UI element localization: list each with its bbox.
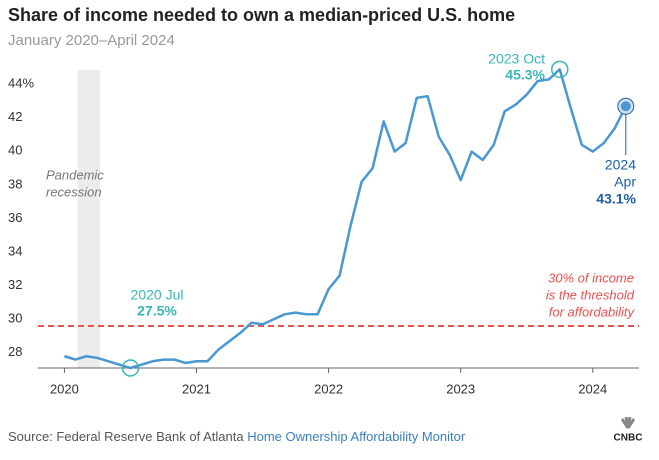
x-tick-label: 2020 [50,381,79,396]
y-tick-label: 34 [8,243,22,258]
threshold-label: for affordability [549,304,636,319]
logo-text: CNBC [614,433,643,444]
chart-subtitle: January 2020–April 2024 [8,32,175,49]
logo-icon [620,416,636,429]
y-tick-label: 38 [8,176,22,191]
y-tick-label: 44% [8,76,34,91]
source-link[interactable]: Home Ownership Affordability Monitor [247,429,466,444]
y-tick-label: 28 [8,344,22,359]
recession-band [77,70,101,368]
annotation-label: 2020 Jul [131,287,184,303]
annotation-value: 27.5% [137,303,177,319]
annotation-label: Apr [614,174,636,190]
y-tick-label: 40 [8,143,22,158]
threshold-label: is the threshold [546,287,635,302]
annotation-marker [550,60,569,79]
y-tick-label: 32 [8,277,22,292]
data-line [64,68,627,370]
x-tick-label: 2021 [182,381,211,396]
annotation-value: 45.3% [505,67,545,83]
recession-label: Pandemic [46,167,104,182]
x-tick-label: 2024 [578,381,607,396]
recession-label: recession [46,184,102,199]
source-text: Source: Federal Reserve Bank of Atlanta [8,429,244,444]
y-tick-label: 30 [8,310,22,325]
threshold-label: 30% of income [548,270,634,285]
chart-title: Share of income needed to own a median-p… [8,5,515,25]
x-tick-label: 2022 [314,381,343,396]
x-tick-label: 2023 [446,381,475,396]
y-tick-label: 36 [8,210,22,225]
annotation-label: 2023 Oct [488,51,545,67]
annotation-label: 2024 [605,157,636,173]
source: Source: Federal Reserve Bank of Atlanta … [8,429,466,444]
annotation-marker [620,101,631,112]
logo: CNBC [614,416,643,444]
annotation-marker [121,359,140,377]
y-tick-label: 42 [8,109,22,124]
annotation-value: 43.1% [596,191,636,207]
